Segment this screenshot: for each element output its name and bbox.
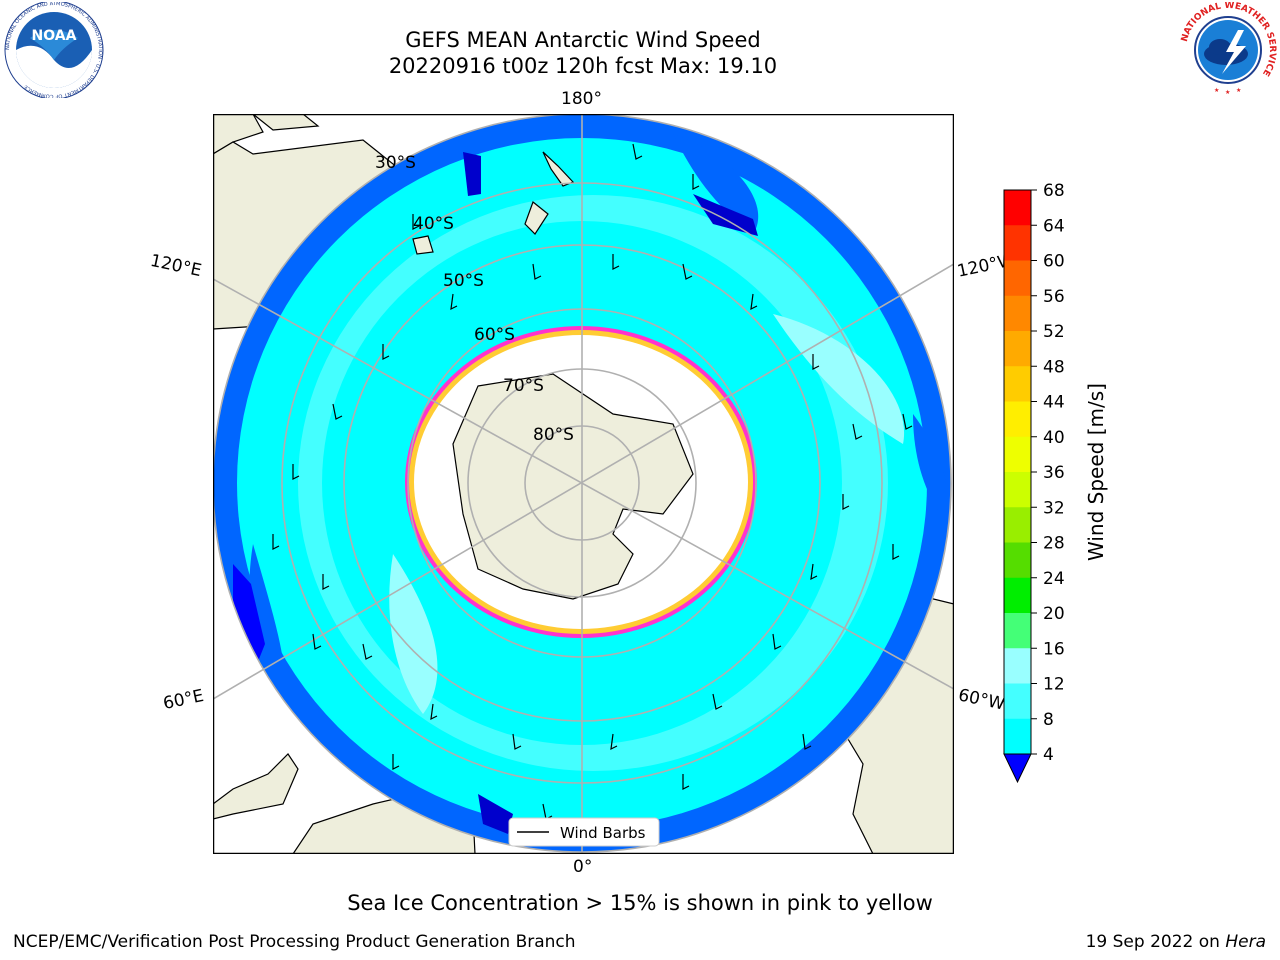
colorbar-tick-label: 8 (1043, 710, 1054, 730)
colorbar-tick-label: 68 (1043, 181, 1065, 201)
colorbar-tick-label: 28 (1043, 534, 1065, 554)
colorbar-tick-label: 56 (1043, 287, 1065, 307)
colorbar-block (1004, 542, 1031, 579)
colorbar-block (1004, 718, 1031, 755)
colorbar-block (1004, 577, 1031, 614)
nws-logo: NATIONAL WEATHER SERVICE ★ ★ ★ (1180, 2, 1277, 98)
colorbar-block (1004, 366, 1031, 402)
lat-label: 80°S (533, 425, 574, 445)
chart-title: GEFS MEAN Antarctic Wind Speed (405, 28, 761, 52)
colorbar-block (1004, 507, 1031, 543)
colorbar-tick-label: 24 (1043, 569, 1065, 589)
colorbar-tick-label: 60 (1043, 252, 1065, 272)
wind-barbs-legend: Wind Barbs (508, 817, 660, 847)
polar-map: Wind Barbs 30°S 40°S 50°S 60°S 70°S 80°S (213, 114, 954, 854)
colorbar-block (1004, 683, 1031, 720)
footer-date-text: 19 Sep 2022 on (1085, 932, 1226, 952)
latitude-labels: 30°S 40°S 50°S 60°S 70°S 80°S (375, 153, 574, 445)
noaa-logo: NATIONAL OCEANIC AND ATMOSPHERIC ADMINIS… (4, 2, 104, 98)
star-icon: ★ (1225, 89, 1230, 96)
colorbar-block (1004, 190, 1031, 226)
colorbar-block (1004, 401, 1031, 438)
footer-host: Hera (1225, 932, 1266, 952)
noaa-logo-text: NOAA (32, 28, 77, 44)
colorbar-blocks (1003, 189, 1032, 784)
colorbar-title: Wind Speed [m/s] (1084, 383, 1108, 561)
star-icon: ★ (1214, 87, 1219, 94)
colorbar-tick-label: 12 (1043, 675, 1065, 695)
footer-date: 19 Sep 2022 on Hera (1086, 932, 1266, 952)
legend-label: Wind Barbs (560, 824, 646, 842)
lat-label: 40°S (413, 214, 454, 234)
wind-barbs (272, 143, 913, 820)
colorbar-block (1004, 648, 1031, 684)
colorbar-block (1004, 260, 1031, 297)
map-border (213, 114, 954, 854)
lon-label-left-upper: 120°E (148, 250, 204, 282)
sea-ice-caption: Sea Ice Concentration > 15% is shown in … (347, 891, 933, 915)
colorbar-tick-label: 32 (1043, 498, 1065, 518)
lat-label: 30°S (375, 153, 416, 173)
colorbar-block (1004, 225, 1031, 261)
colorbar-tick-label: 20 (1043, 604, 1065, 624)
colorbar: 68 64 60 56 52 48 44 40 36 32 28 24 20 16 12 8 4 (1003, 181, 1065, 784)
colorbar-tick-label: 48 (1043, 357, 1065, 377)
colorbar-block (1004, 436, 1031, 473)
lon-label-top: 180° (561, 89, 602, 109)
colorbar-tick-label: 36 (1043, 463, 1065, 483)
star-icon: ★ (1236, 87, 1241, 94)
colorbar-tick-label: 4 (1043, 745, 1054, 765)
chart-subtitle: 20220916 t00z 120h fcst Max: 19.10 (388, 54, 778, 78)
colorbar-tick-label: 44 (1043, 393, 1065, 413)
graticule (213, 114, 954, 854)
colorbar-underflow (1003, 753, 1032, 784)
colorbar-block (1004, 331, 1031, 367)
lon-label-bottom: 0° (573, 857, 593, 877)
colorbar-tick-label: 52 (1043, 322, 1065, 342)
colorbar-block (1004, 472, 1031, 508)
colorbar-tick-label: 40 (1043, 428, 1065, 448)
colorbar-block (1004, 613, 1031, 649)
colorbar-tick-label: 16 (1043, 639, 1065, 659)
lat-label: 70°S (503, 376, 544, 396)
lon-label-left-lower: 60°E (161, 685, 206, 715)
colorbar-tick-label: 64 (1043, 216, 1065, 236)
colorbar-ticks: 68 64 60 56 52 48 44 40 36 32 28 24 20 16 12 8 4 (1031, 181, 1065, 765)
lat-label: 60°S (474, 325, 515, 345)
colorbar-block (1004, 295, 1031, 332)
lat-label: 50°S (443, 271, 484, 291)
footer-branch: NCEP/EMC/Verification Post Processing Pr… (13, 932, 576, 952)
